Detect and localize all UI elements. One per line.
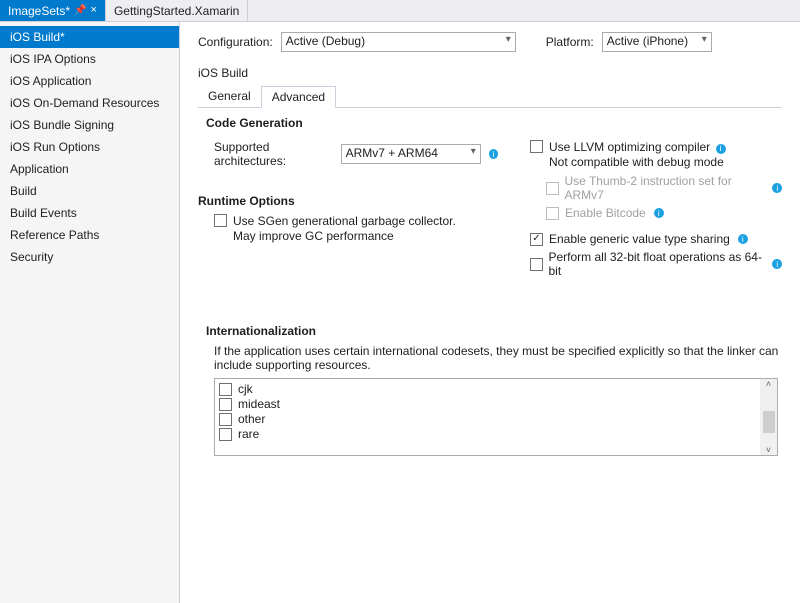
- configuration-value: Active (Debug): [286, 34, 365, 48]
- sidebar-item-ios-bundle-signing[interactable]: iOS Bundle Signing: [0, 114, 179, 136]
- configuration-label: Configuration:: [198, 35, 273, 49]
- intl-cjk-checkbox[interactable]: [219, 383, 232, 396]
- bitcode-checkbox: [546, 207, 559, 220]
- tab-label: GettingStarted.Xamarin: [114, 4, 239, 18]
- arch-value: ARMv7 + ARM64: [346, 146, 438, 160]
- info-icon[interactable]: i: [654, 208, 664, 218]
- listbox-scrollbar[interactable]: ˄ ˅: [760, 379, 777, 455]
- llvm-label: Use LLVM optimizing compiler i Not compa…: [549, 140, 726, 170]
- tab-gettingstarted[interactable]: GettingStarted.Xamarin: [106, 0, 248, 21]
- codegen-title: Code Generation: [206, 116, 782, 130]
- settings-main-panel: Configuration: Active (Debug) Platform: …: [180, 22, 800, 603]
- thumb2-label: Use Thumb-2 instruction set for ARMv7: [565, 174, 765, 202]
- architectures-select[interactable]: ARMv7 + ARM64: [341, 144, 481, 164]
- intl-rare-checkbox[interactable]: [219, 428, 232, 441]
- intl-listbox[interactable]: cjk mideast other rare ˄ ˅: [214, 378, 778, 456]
- sidebar-item-build[interactable]: Build: [0, 180, 179, 202]
- configuration-select[interactable]: Active (Debug): [281, 32, 516, 52]
- close-icon[interactable]: ×: [91, 5, 97, 16]
- intl-mideast-checkbox[interactable]: [219, 398, 232, 411]
- page-title: iOS Build: [198, 66, 782, 80]
- sidebar-item-build-events[interactable]: Build Events: [0, 202, 179, 224]
- tab-advanced[interactable]: Advanced: [261, 86, 336, 108]
- sgen-label: Use SGen generational garbage collector.…: [233, 214, 456, 244]
- intl-other-checkbox[interactable]: [219, 413, 232, 426]
- info-icon[interactable]: i: [489, 149, 498, 159]
- sidebar-item-ios-build[interactable]: iOS Build*: [0, 26, 179, 48]
- sidebar-item-reference-paths[interactable]: Reference Paths: [0, 224, 179, 246]
- scroll-thumb[interactable]: [763, 411, 775, 433]
- tab-imagesets[interactable]: ImageSets* 📌 ×: [0, 0, 106, 21]
- sgen-checkbox[interactable]: [214, 214, 227, 227]
- intl-title: Internationalization: [206, 324, 782, 338]
- intl-item-label: other: [238, 412, 265, 426]
- intl-item-label: mideast: [238, 397, 280, 411]
- platform-select[interactable]: Active (iPhone): [602, 32, 712, 52]
- thumb2-checkbox: [546, 182, 559, 195]
- info-icon[interactable]: i: [772, 183, 782, 193]
- llvm-checkbox[interactable]: [530, 140, 543, 153]
- scroll-down-icon[interactable]: ˅: [766, 445, 771, 455]
- float32-checkbox[interactable]: [530, 258, 543, 271]
- runtime-title: Runtime Options: [198, 194, 498, 208]
- float32-label: Perform all 32-bit float operations as 6…: [549, 250, 765, 278]
- intl-item-label: rare: [238, 427, 259, 441]
- tab-general[interactable]: General: [198, 86, 261, 107]
- pin-icon[interactable]: 📌: [74, 5, 86, 16]
- intl-desc: If the application uses certain internat…: [214, 344, 782, 372]
- tab-label: ImageSets*: [8, 4, 70, 18]
- info-icon[interactable]: i: [716, 144, 726, 154]
- sidebar-item-application[interactable]: Application: [0, 158, 179, 180]
- info-icon[interactable]: i: [738, 234, 748, 244]
- sidebar-item-ios-ondemand[interactable]: iOS On-Demand Resources: [0, 92, 179, 114]
- bitcode-label: Enable Bitcode: [565, 206, 646, 220]
- sidebar-item-security[interactable]: Security: [0, 246, 179, 268]
- sidebar-item-ios-application[interactable]: iOS Application: [0, 70, 179, 92]
- platform-value: Active (iPhone): [607, 34, 688, 48]
- inner-tabs: General Advanced: [198, 86, 782, 108]
- scroll-up-icon[interactable]: ˄: [766, 379, 771, 389]
- intl-item-label: cjk: [238, 382, 253, 396]
- sidebar-item-ios-run-options[interactable]: iOS Run Options: [0, 136, 179, 158]
- arch-label: Supported architectures:: [214, 140, 335, 168]
- info-icon[interactable]: i: [772, 259, 782, 269]
- platform-label: Platform:: [546, 35, 594, 49]
- generic-sharing-label: Enable generic value type sharing: [549, 232, 730, 246]
- generic-sharing-checkbox[interactable]: [530, 233, 543, 246]
- sidebar-item-ios-ipa[interactable]: iOS IPA Options: [0, 48, 179, 70]
- document-tabbar: ImageSets* 📌 × GettingStarted.Xamarin: [0, 0, 800, 22]
- project-settings-sidebar: iOS Build* iOS IPA Options iOS Applicati…: [0, 22, 180, 603]
